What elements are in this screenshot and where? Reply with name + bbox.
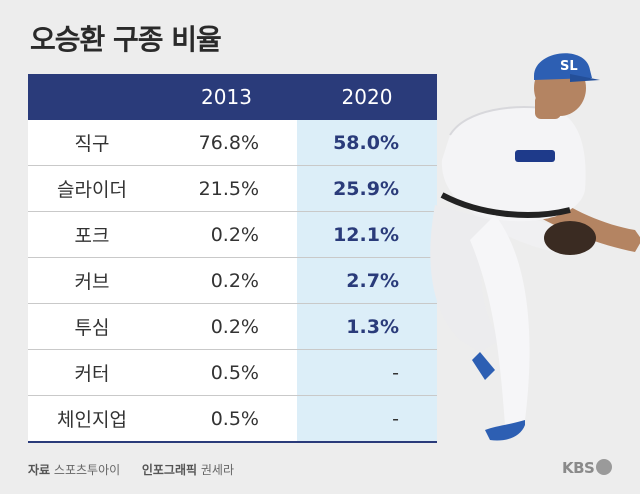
- source-footer: 자료 스포츠투아이 인포그래픽 권세라: [28, 461, 234, 478]
- table-row: 커브 0.2% 2.7%: [28, 257, 437, 304]
- pitch-name-cell: 슬라이더: [28, 165, 156, 212]
- value-2013-cell: 76.8%: [156, 120, 297, 166]
- kbs-logo-icon: [596, 459, 613, 475]
- pitch-name-cell: 포크: [28, 211, 156, 258]
- header-cell-2013: 2013: [156, 74, 297, 120]
- table-row: 커터 0.5% -: [28, 349, 437, 396]
- value-2020-cell: 2.7%: [297, 257, 437, 304]
- table-row: 직구 76.8% 58.0%: [28, 120, 437, 166]
- source-label: 자료: [28, 463, 51, 477]
- value-2013-cell: 0.5%: [156, 395, 297, 443]
- table-row: 슬라이더 21.5% 25.9%: [28, 165, 437, 212]
- pitch-ratio-table: 2013 2020 직구 76.8% 58.0% 슬라이더 21.5% 25.9% 포크 0.…: [28, 74, 437, 443]
- value-2020-cell: 12.1%: [297, 211, 437, 258]
- table-row: 체인지업 0.5% -: [28, 395, 437, 443]
- value-2013-cell: 21.5%: [156, 165, 297, 212]
- chart-title: 오승환 구종 비율: [30, 23, 222, 56]
- kbs-logo-text: KBS: [562, 459, 595, 477]
- graphic-value: 권세라: [200, 463, 234, 477]
- header-cell-pitch: [28, 74, 156, 120]
- value-2013-cell: 0.5%: [156, 349, 297, 396]
- value-2020-cell: -: [297, 395, 437, 443]
- value-2020-cell: 58.0%: [297, 120, 437, 166]
- kbs-logo: KBS: [562, 459, 613, 477]
- pitch-name-cell: 커터: [28, 349, 156, 396]
- value-2013-cell: 0.2%: [156, 303, 297, 350]
- svg-text:SL: SL: [560, 59, 578, 74]
- value-2013-cell: 0.2%: [156, 211, 297, 258]
- table-row: 포크 0.2% 12.1%: [28, 211, 437, 258]
- table-header-row: 2013 2020: [28, 74, 437, 120]
- value-2020-cell: 25.9%: [297, 165, 437, 212]
- pitch-name-cell: 커브: [28, 257, 156, 304]
- source-value: 스포츠투아이: [53, 463, 121, 477]
- header-cell-2020: 2020: [297, 74, 437, 120]
- value-2013-cell: 0.2%: [156, 257, 297, 304]
- graphic-label: 인포그래픽: [141, 463, 198, 477]
- pitch-name-cell: 체인지업: [28, 395, 156, 443]
- pitcher-photo: SL: [430, 53, 640, 441]
- pitch-name-cell: 투심: [28, 303, 156, 350]
- pitch-name-cell: 직구: [28, 120, 156, 166]
- table-row: 투심 0.2% 1.3%: [28, 303, 437, 350]
- value-2020-cell: 1.3%: [297, 303, 437, 350]
- value-2020-cell: -: [297, 349, 437, 396]
